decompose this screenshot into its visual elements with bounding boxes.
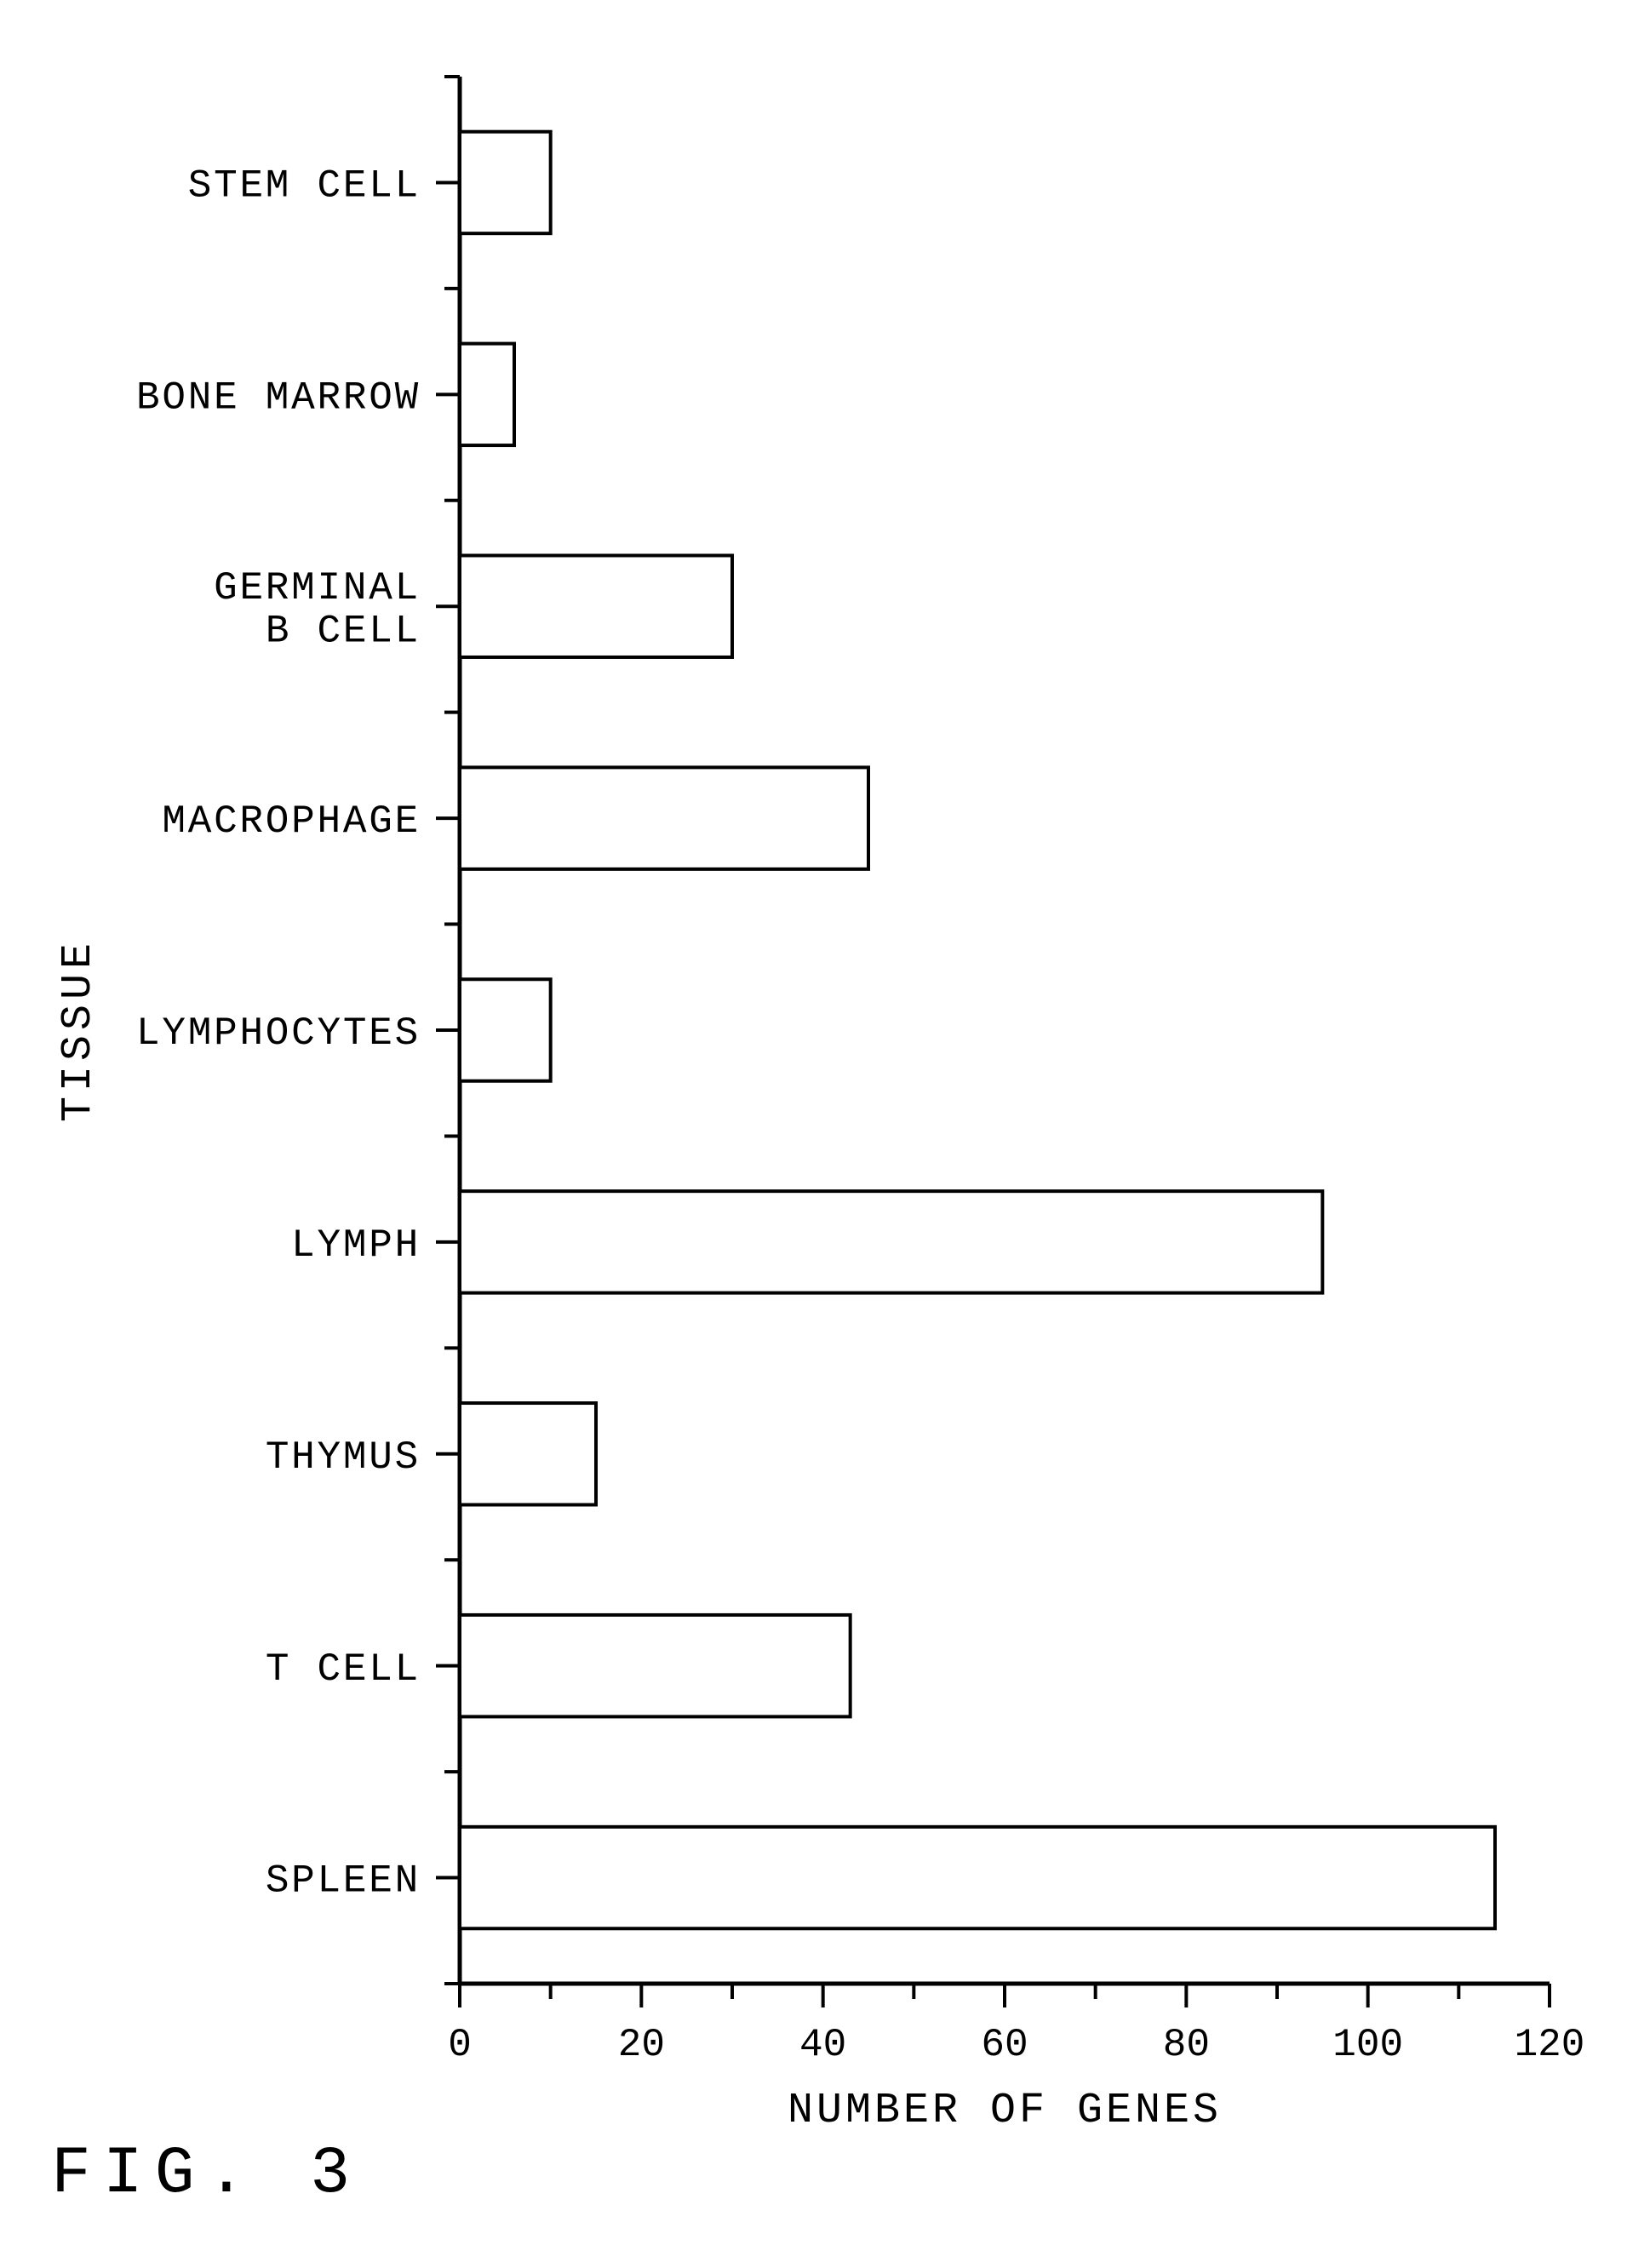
x-axis-label: NUMBER OF GENES <box>788 2087 1222 2135</box>
bar <box>460 344 514 445</box>
bar <box>460 979 551 1080</box>
x-tick-label: 0 <box>448 2023 472 2067</box>
bar <box>460 1403 596 1504</box>
bar <box>460 767 868 868</box>
category-label: LYMPHOCYTES <box>136 1011 421 1056</box>
category-label: THYMUS <box>266 1435 421 1480</box>
category-label: STEM CELL <box>188 164 421 209</box>
category-label: MACROPHAGE <box>162 799 421 844</box>
x-tick-label: 20 <box>618 2023 665 2067</box>
category-label: SPLEEN <box>266 1859 421 1904</box>
bar <box>460 1191 1322 1292</box>
bar <box>460 1827 1495 1928</box>
y-axis-label: TISSUE <box>54 938 103 1122</box>
category-label: B CELL <box>266 610 421 654</box>
category-label: BONE MARROW <box>136 375 421 420</box>
figure-label: FIG. 3 <box>51 2137 362 2212</box>
x-tick-label: 60 <box>981 2023 1028 2067</box>
bar <box>460 555 732 656</box>
category-label: T CELL <box>266 1647 421 1692</box>
tissue-gene-bar-chart: 0 20 40 60 80 100 120 NUMBER OF GENES STEM CELL B… <box>0 0 1627 2268</box>
x-tick-label: 40 <box>799 2023 846 2067</box>
x-tick-label: 80 <box>1163 2023 1210 2067</box>
category-label: LYMPH <box>291 1223 421 1268</box>
x-tick-label: 120 <box>1515 2023 1585 2067</box>
bar <box>460 132 551 233</box>
category-label: GERMINAL <box>214 566 421 610</box>
bar <box>460 1615 851 1716</box>
x-tick-label: 100 <box>1332 2023 1403 2067</box>
